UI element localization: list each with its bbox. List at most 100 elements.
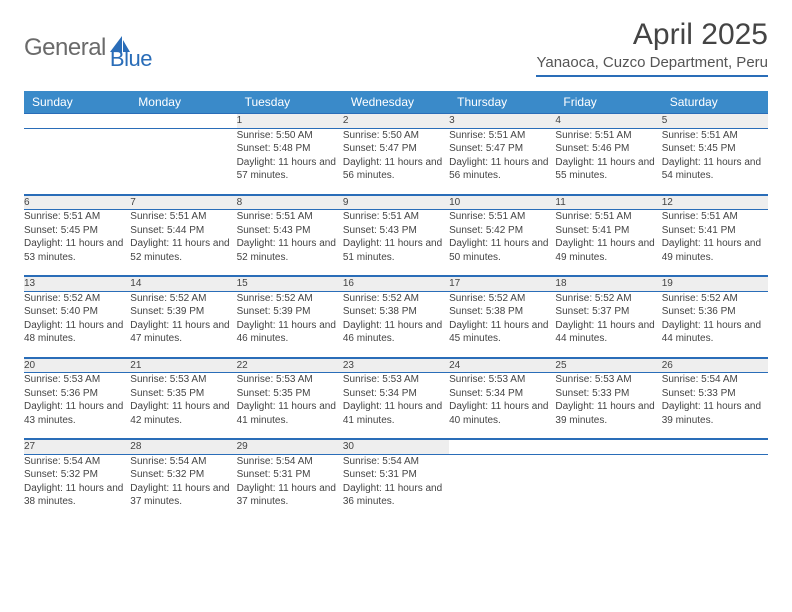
- day-detail-cell: Sunrise: 5:52 AMSunset: 5:39 PMDaylight:…: [130, 291, 236, 357]
- daylight-text: Daylight: 11 hours and 39 minutes.: [662, 400, 768, 427]
- sunrise-text: Sunrise: 5:53 AM: [555, 373, 661, 387]
- day-number-cell: 2: [343, 114, 449, 129]
- day-detail-cell: Sunrise: 5:54 AMSunset: 5:32 PMDaylight:…: [130, 454, 236, 520]
- weekday-header: Saturday: [662, 91, 768, 114]
- day-detail-cell: [130, 128, 236, 194]
- day-number-cell: 24: [449, 358, 555, 373]
- day-number-cell: 8: [237, 195, 343, 210]
- day-detail-cell: Sunrise: 5:51 AMSunset: 5:43 PMDaylight:…: [343, 210, 449, 276]
- sunrise-text: Sunrise: 5:51 AM: [24, 210, 130, 224]
- day-number-cell: [24, 114, 130, 129]
- weekday-header-row: Sunday Monday Tuesday Wednesday Thursday…: [24, 91, 768, 114]
- logo-text-blue: Blue: [110, 46, 152, 72]
- sunrise-text: Sunrise: 5:54 AM: [130, 455, 236, 469]
- sunset-text: Sunset: 5:44 PM: [130, 224, 236, 238]
- day-detail-row: Sunrise: 5:53 AMSunset: 5:36 PMDaylight:…: [24, 373, 768, 439]
- day-detail-cell: Sunrise: 5:53 AMSunset: 5:34 PMDaylight:…: [343, 373, 449, 439]
- daylight-text: Daylight: 11 hours and 46 minutes.: [343, 319, 449, 346]
- sunset-text: Sunset: 5:47 PM: [449, 142, 555, 156]
- daylight-text: Daylight: 11 hours and 37 minutes.: [237, 482, 343, 509]
- sunrise-text: Sunrise: 5:53 AM: [343, 373, 449, 387]
- day-detail-cell: Sunrise: 5:54 AMSunset: 5:31 PMDaylight:…: [237, 454, 343, 520]
- month-title: April 2025: [536, 18, 768, 52]
- day-number-row: 13141516171819: [24, 277, 768, 292]
- sunrise-text: Sunrise: 5:52 AM: [237, 292, 343, 306]
- weekday-header: Wednesday: [343, 91, 449, 114]
- sunset-text: Sunset: 5:35 PM: [237, 387, 343, 401]
- day-number-cell: 25: [555, 358, 661, 373]
- day-number-cell: 20: [24, 358, 130, 373]
- sunset-text: Sunset: 5:31 PM: [237, 468, 343, 482]
- sunrise-text: Sunrise: 5:51 AM: [237, 210, 343, 224]
- sunset-text: Sunset: 5:43 PM: [237, 224, 343, 238]
- sunset-text: Sunset: 5:39 PM: [237, 305, 343, 319]
- day-detail-cell: Sunrise: 5:54 AMSunset: 5:32 PMDaylight:…: [24, 454, 130, 520]
- day-detail-cell: Sunrise: 5:51 AMSunset: 5:41 PMDaylight:…: [662, 210, 768, 276]
- sunset-text: Sunset: 5:36 PM: [24, 387, 130, 401]
- sunset-text: Sunset: 5:33 PM: [662, 387, 768, 401]
- day-detail-cell: Sunrise: 5:51 AMSunset: 5:47 PMDaylight:…: [449, 128, 555, 194]
- sunrise-text: Sunrise: 5:51 AM: [130, 210, 236, 224]
- day-detail-cell: Sunrise: 5:54 AMSunset: 5:31 PMDaylight:…: [343, 454, 449, 520]
- day-detail-cell: Sunrise: 5:51 AMSunset: 5:45 PMDaylight:…: [24, 210, 130, 276]
- sunset-text: Sunset: 5:32 PM: [24, 468, 130, 482]
- day-number-cell: 11: [555, 195, 661, 210]
- day-number-cell: [449, 440, 555, 455]
- day-detail-row: Sunrise: 5:54 AMSunset: 5:32 PMDaylight:…: [24, 454, 768, 520]
- daylight-text: Daylight: 11 hours and 39 minutes.: [555, 400, 661, 427]
- sunrise-text: Sunrise: 5:54 AM: [237, 455, 343, 469]
- daylight-text: Daylight: 11 hours and 49 minutes.: [662, 237, 768, 264]
- daylight-text: Daylight: 11 hours and 37 minutes.: [130, 482, 236, 509]
- logo-text-general: General: [24, 34, 106, 62]
- sunrise-text: Sunrise: 5:52 AM: [662, 292, 768, 306]
- daylight-text: Daylight: 11 hours and 38 minutes.: [24, 482, 130, 509]
- day-number-cell: 13: [24, 277, 130, 292]
- sunset-text: Sunset: 5:48 PM: [237, 142, 343, 156]
- sunset-text: Sunset: 5:34 PM: [343, 387, 449, 401]
- sunset-text: Sunset: 5:35 PM: [130, 387, 236, 401]
- daylight-text: Daylight: 11 hours and 48 minutes.: [24, 319, 130, 346]
- day-number-cell: 3: [449, 114, 555, 129]
- day-detail-cell: [449, 454, 555, 520]
- sunrise-text: Sunrise: 5:54 AM: [24, 455, 130, 469]
- day-detail-cell: Sunrise: 5:51 AMSunset: 5:43 PMDaylight:…: [237, 210, 343, 276]
- title-block: April 2025 Yanaoca, Cuzco Department, Pe…: [536, 18, 768, 77]
- day-number-cell: [130, 114, 236, 129]
- sunrise-text: Sunrise: 5:53 AM: [24, 373, 130, 387]
- day-detail-row: Sunrise: 5:52 AMSunset: 5:40 PMDaylight:…: [24, 291, 768, 357]
- day-number-cell: 16: [343, 277, 449, 292]
- day-detail-cell: Sunrise: 5:51 AMSunset: 5:44 PMDaylight:…: [130, 210, 236, 276]
- daylight-text: Daylight: 11 hours and 50 minutes.: [449, 237, 555, 264]
- day-detail-cell: Sunrise: 5:52 AMSunset: 5:40 PMDaylight:…: [24, 291, 130, 357]
- logo: General Blue: [24, 24, 152, 72]
- daylight-text: Daylight: 11 hours and 53 minutes.: [24, 237, 130, 264]
- sunrise-text: Sunrise: 5:52 AM: [130, 292, 236, 306]
- weekday-header: Tuesday: [237, 91, 343, 114]
- calendar-table: Sunday Monday Tuesday Wednesday Thursday…: [24, 91, 768, 520]
- day-number-cell: 7: [130, 195, 236, 210]
- day-number-row: 6789101112: [24, 195, 768, 210]
- day-number-cell: 22: [237, 358, 343, 373]
- sunset-text: Sunset: 5:31 PM: [343, 468, 449, 482]
- day-detail-cell: Sunrise: 5:52 AMSunset: 5:36 PMDaylight:…: [662, 291, 768, 357]
- page-header: General Blue April 2025 Yanaoca, Cuzco D…: [24, 18, 768, 77]
- day-number-cell: 1: [237, 114, 343, 129]
- daylight-text: Daylight: 11 hours and 43 minutes.: [24, 400, 130, 427]
- day-detail-cell: Sunrise: 5:51 AMSunset: 5:45 PMDaylight:…: [662, 128, 768, 194]
- sunset-text: Sunset: 5:37 PM: [555, 305, 661, 319]
- day-number-cell: 21: [130, 358, 236, 373]
- sunrise-text: Sunrise: 5:50 AM: [343, 129, 449, 143]
- daylight-text: Daylight: 11 hours and 46 minutes.: [237, 319, 343, 346]
- sunrise-text: Sunrise: 5:51 AM: [449, 129, 555, 143]
- day-detail-cell: Sunrise: 5:51 AMSunset: 5:46 PMDaylight:…: [555, 128, 661, 194]
- daylight-text: Daylight: 11 hours and 45 minutes.: [449, 319, 555, 346]
- sunset-text: Sunset: 5:45 PM: [662, 142, 768, 156]
- day-number-cell: [662, 440, 768, 455]
- daylight-text: Daylight: 11 hours and 56 minutes.: [343, 156, 449, 183]
- day-detail-cell: [24, 128, 130, 194]
- day-number-row: 27282930: [24, 440, 768, 455]
- weekday-header: Friday: [555, 91, 661, 114]
- day-detail-cell: Sunrise: 5:50 AMSunset: 5:47 PMDaylight:…: [343, 128, 449, 194]
- sunrise-text: Sunrise: 5:52 AM: [555, 292, 661, 306]
- sunrise-text: Sunrise: 5:54 AM: [343, 455, 449, 469]
